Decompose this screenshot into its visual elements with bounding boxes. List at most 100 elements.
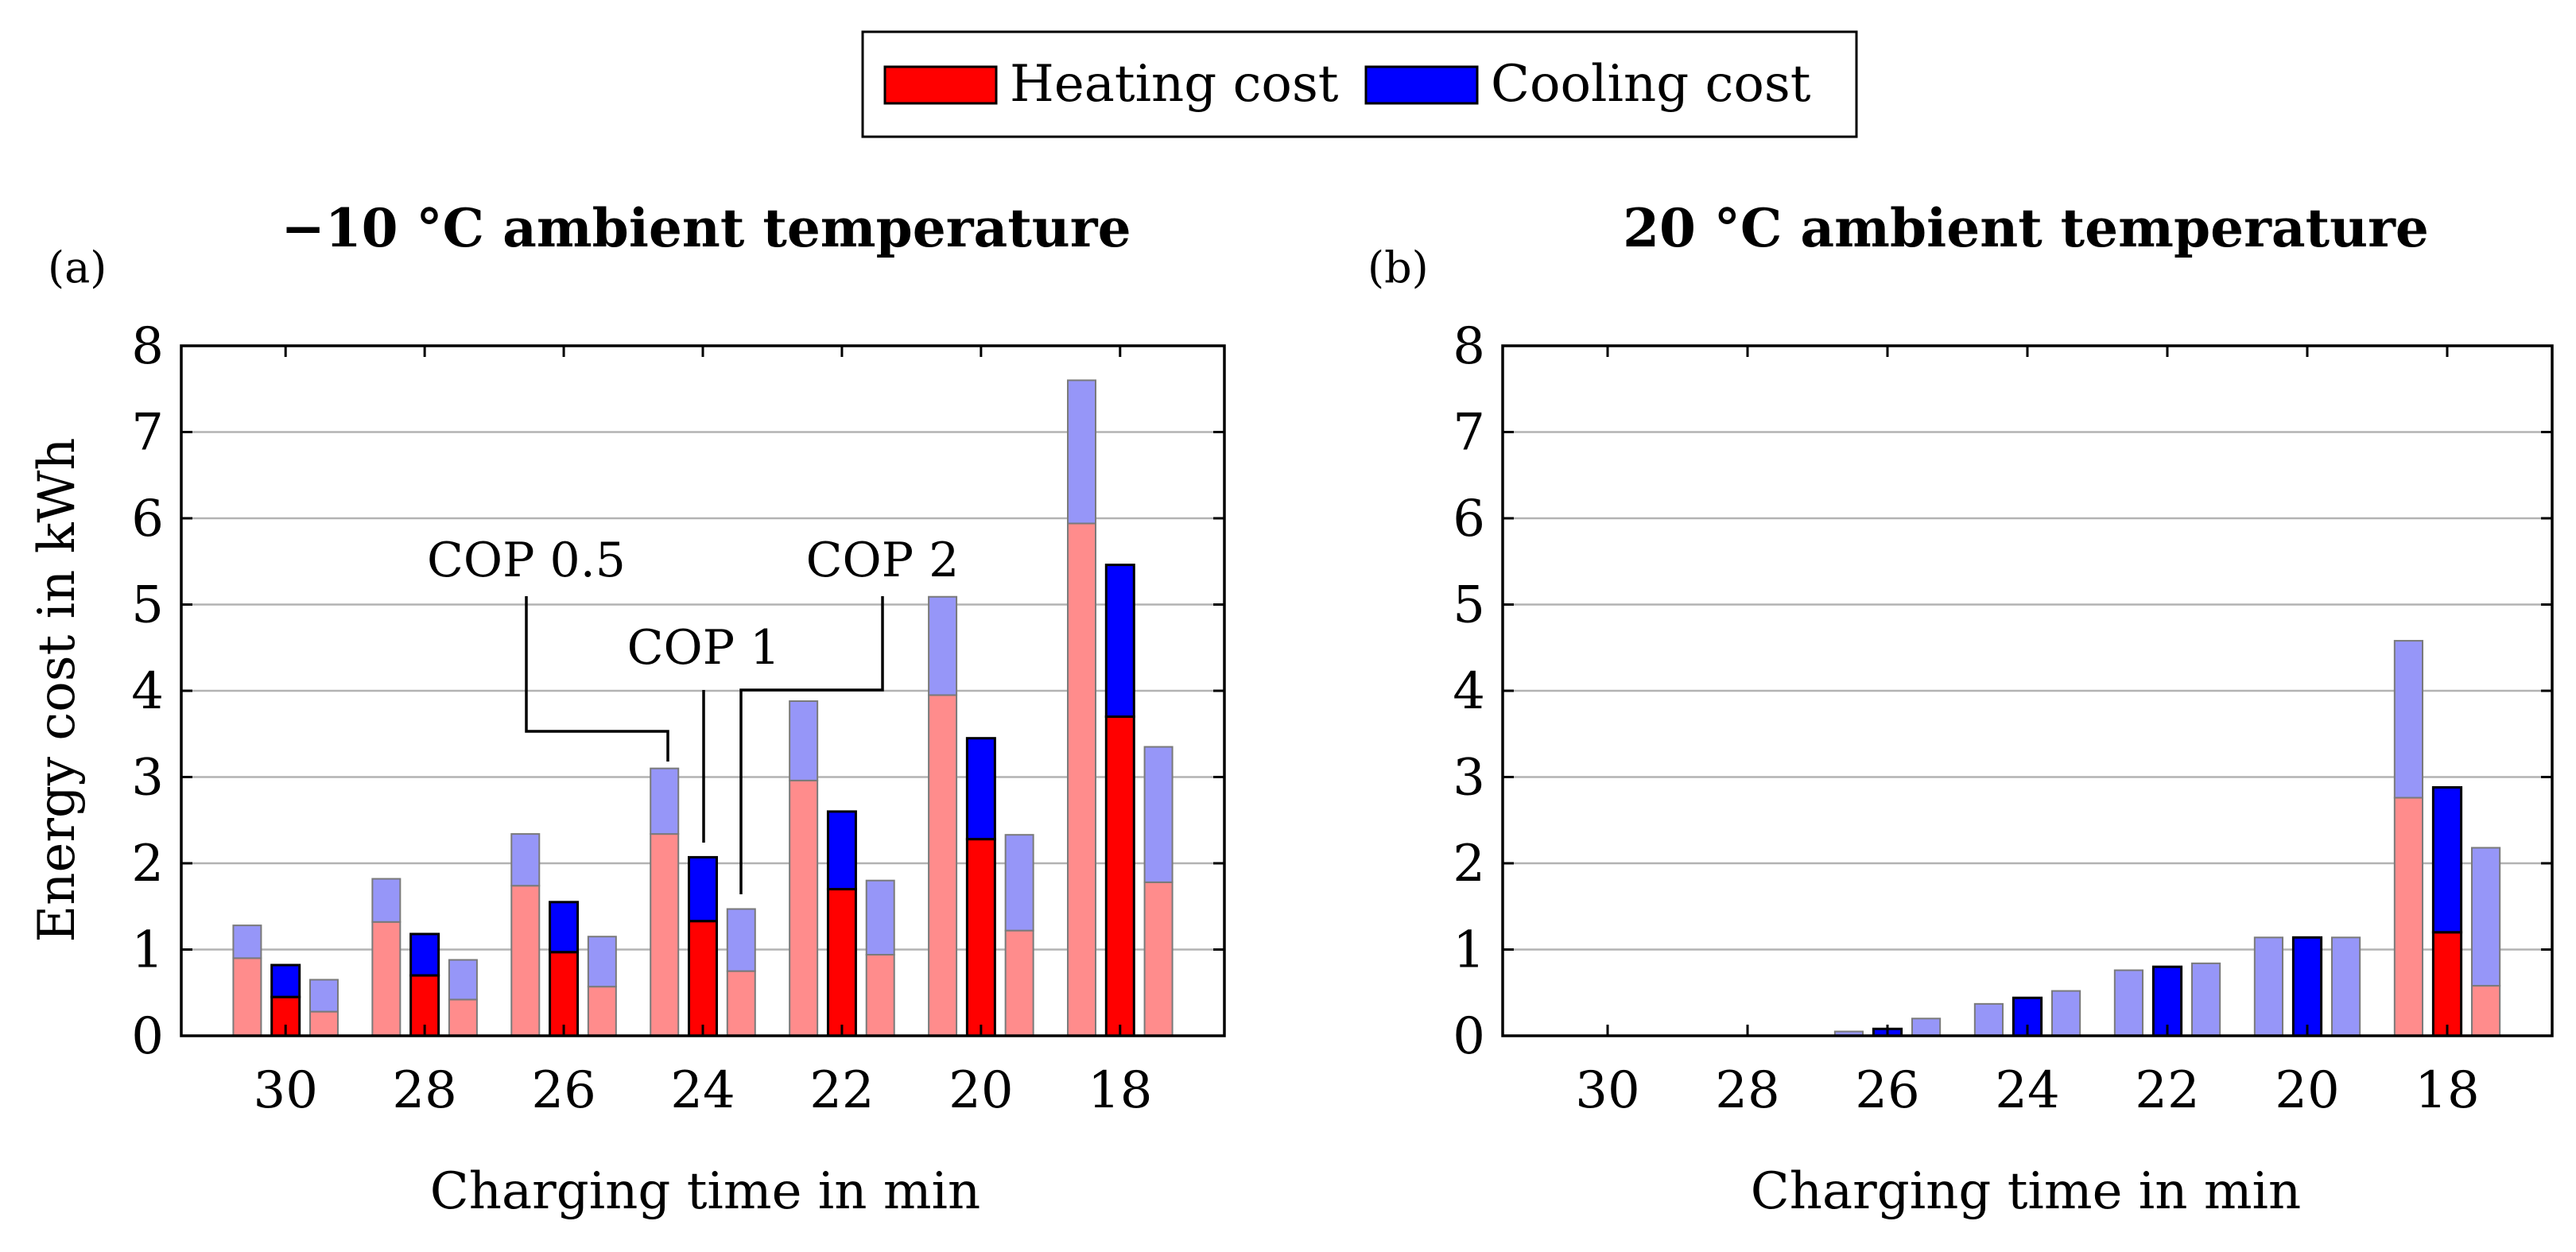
ytick-label-b-7: 7 — [1453, 404, 1485, 463]
bar-heating-a-18-COP-2 — [1143, 881, 1174, 1037]
ytick-label-b-3: 3 — [1453, 749, 1485, 808]
annotation-cop-1-label: COP 1 — [627, 620, 781, 676]
xtick-label-b-26: 26 — [1855, 1061, 1919, 1120]
xtick-label-b-24: 24 — [1995, 1061, 2059, 1120]
bar-heating-a-22-COP-2 — [865, 954, 895, 1037]
bar-cooling-b-20-COP-05 — [2253, 936, 2284, 1037]
xtick-label-a-28: 28 — [392, 1061, 456, 1120]
panel-a-letter: (a) — [48, 242, 107, 293]
bar-heating-a-22-COP-1 — [826, 888, 857, 1037]
ytick-label-b-8: 8 — [1453, 317, 1485, 376]
bar-cooling-a-26-COP-2 — [587, 936, 617, 988]
bar-cooling-a-24-COP-2 — [726, 908, 756, 972]
ytick-label-a-6: 6 — [131, 490, 164, 548]
xtick-label-a-22: 22 — [809, 1061, 874, 1120]
bar-cooling-a-28-COP-2 — [448, 959, 478, 1001]
bar-heating-a-24-COP-2 — [726, 970, 756, 1037]
xtick-label-a-26: 26 — [531, 1061, 596, 1120]
bar-cooling-a-18-COP-2 — [1143, 746, 1174, 883]
plot-b: 0 1 2 3 4 5 6 7 8 30 28 26 24 22 20 18 — [1453, 317, 2554, 1120]
xtick-label-b-22: 22 — [2135, 1061, 2199, 1120]
ytick-label-a-8: 8 — [131, 317, 164, 376]
ytick-label-b-2: 2 — [1453, 835, 1485, 893]
bar-cooling-b-24-COP-05 — [1973, 1002, 2004, 1037]
bar-cooling-b-18-COP-2 — [2470, 847, 2501, 987]
bar-heating-a-20-COP-1 — [965, 838, 996, 1037]
ytick-label-a-3: 3 — [131, 749, 164, 808]
axis-frame-b — [1501, 344, 2554, 1037]
bar-heating-a-26-COP-1 — [549, 951, 580, 1037]
legend-label-cooling: Cooling cost — [1491, 55, 1811, 114]
bar-heating-a-24-COP-05 — [650, 833, 680, 1037]
bar-cooling-b-24-COP-2 — [2050, 990, 2081, 1037]
plot-a: 0 1 2 3 4 5 6 7 8 30 28 26 24 22 20 18 — [131, 317, 1226, 1120]
ytick-label-a-0: 0 — [131, 1007, 164, 1066]
ytick-label-b-6: 6 — [1453, 490, 1485, 548]
bar-cooling-a-22-COP-2 — [865, 879, 895, 956]
bar-heating-a-20-COP-2 — [1004, 929, 1034, 1037]
bar-cooling-a-26-COP-1 — [549, 901, 580, 954]
bar-heating-a-22-COP-05 — [789, 779, 819, 1037]
xtick-label-a-18: 18 — [1088, 1061, 1152, 1120]
bar-heating-a-24-COP-1 — [688, 920, 718, 1037]
annotations-a: COP 0.5 COP 1 COP 2 — [427, 533, 959, 894]
bar-heating-b-18-COP-1 — [2431, 931, 2463, 1037]
bar-cooling-a-28-COP-05 — [371, 878, 402, 923]
bar-heating-a-30-COP-05 — [232, 957, 262, 1037]
xtick-label-a-30: 30 — [253, 1061, 317, 1120]
bar-cooling-a-24-COP-05 — [650, 767, 680, 835]
ytick-label-a-1: 1 — [131, 921, 164, 980]
bar-heating-a-30-COP-2 — [308, 1010, 339, 1037]
bar-cooling-b-22-COP-2 — [2190, 962, 2221, 1037]
panel-a-title: −10 °C ambient temperature — [281, 197, 1131, 259]
bar-cooling-a-20-COP-05 — [928, 595, 958, 696]
bar-cooling-b-26-COP-2 — [1911, 1017, 1942, 1037]
legend-swatch-heating — [883, 65, 998, 105]
ytick-label-a-2: 2 — [131, 835, 164, 893]
bar-cooling-a-30-COP-1 — [270, 963, 301, 998]
ytick-label-b-0: 0 — [1453, 1007, 1485, 1066]
bar-heating-a-26-COP-2 — [587, 986, 617, 1037]
bar-heating-b-18-COP-05 — [2393, 797, 2424, 1037]
ytick-label-b-1: 1 — [1453, 921, 1485, 980]
xtick-label-a-20: 20 — [949, 1061, 1013, 1120]
axis-frame-a — [180, 344, 1226, 1037]
ytick-label-b-4: 4 — [1453, 662, 1485, 721]
bar-cooling-b-18-COP-05 — [2393, 640, 2424, 799]
bar-cooling-a-18-COP-05 — [1067, 379, 1097, 525]
bar-heating-a-18-COP-05 — [1067, 522, 1097, 1037]
bar-heating-a-28-COP-05 — [371, 921, 402, 1037]
bar-heating-a-26-COP-05 — [510, 885, 541, 1037]
legend-label-heating: Heating cost — [1010, 55, 1339, 114]
panel-b-xlabel: Charging time in min — [1751, 1162, 2301, 1221]
bar-heating-b-18-COP-2 — [2470, 985, 2501, 1037]
xtick-label-b-30: 30 — [1575, 1061, 1639, 1120]
xtick-label-b-18: 18 — [2415, 1061, 2479, 1120]
panel-b-title: 20 °C ambient temperature — [1623, 197, 2429, 259]
ytick-label-a-4: 4 — [131, 662, 164, 721]
panel-a-ylabel: Energy cost in kWh — [28, 438, 87, 943]
bar-cooling-a-26-COP-05 — [510, 833, 541, 887]
bar-cooling-a-22-COP-05 — [789, 700, 819, 781]
xtick-label-b-28: 28 — [1715, 1061, 1779, 1120]
bar-cooling-a-30-COP-2 — [308, 979, 339, 1013]
annotation-cop-2-leader — [739, 596, 884, 894]
bar-cooling-b-20-COP-1 — [2291, 936, 2323, 1037]
bar-heating-a-18-COP-1 — [1104, 715, 1135, 1037]
bar-cooling-a-20-COP-1 — [965, 737, 996, 841]
legend: Heating cost Cooling cost — [861, 30, 1858, 138]
bar-cooling-a-30-COP-05 — [232, 924, 262, 959]
legend-box — [861, 30, 1858, 138]
ytick-label-b-5: 5 — [1453, 576, 1485, 635]
annotation-cop-2-label: COP 2 — [806, 533, 960, 588]
annotation-cop-05-leader — [525, 596, 669, 762]
bar-cooling-b-22-COP-05 — [2113, 969, 2144, 1037]
bar-cooling-a-28-COP-1 — [409, 932, 440, 977]
bar-heating-a-20-COP-05 — [928, 694, 958, 1037]
bar-cooling-b-18-COP-1 — [2431, 786, 2463, 934]
bar-cooling-a-20-COP-2 — [1004, 834, 1034, 932]
annotation-cop-05-label: COP 0.5 — [427, 533, 626, 588]
bar-cooling-a-18-COP-1 — [1104, 564, 1135, 719]
bar-cooling-b-20-COP-2 — [2330, 936, 2361, 1037]
